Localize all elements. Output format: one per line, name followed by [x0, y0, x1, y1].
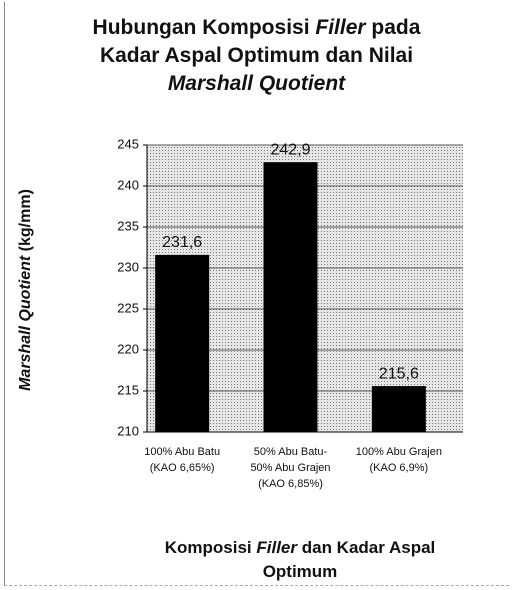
title-part: Filler [315, 16, 366, 39]
y-tick-label: 245 [117, 136, 139, 151]
y-axis-label: Marshall Quotient (kg/mm) [17, 189, 34, 391]
x-label-part: dan Kadar Aspal [301, 538, 436, 557]
bar [371, 386, 426, 432]
title-part: pada [371, 16, 421, 39]
value-label: 215,6 [379, 365, 419, 382]
chart-frame [4, 2, 509, 586]
x-tick-label: 100% Abu Grajen (KAO 6,9%) [355, 446, 442, 474]
chart-title: Hubungan Komposisi Filler pada Kadar Asp… [0, 14, 513, 98]
x-label-part: Optimum [262, 562, 338, 581]
value-label: 231,6 [162, 234, 202, 251]
x-tick-label: 50% Abu Batu- 50% Abu Grajen (KAO 6,85%) [250, 446, 331, 490]
y-tick-label: 220 [117, 341, 139, 356]
y-label-part: (kg/mm) [17, 189, 34, 251]
y-tick-label: 235 [117, 218, 139, 233]
y-label-part: Marshall Quotient [17, 255, 34, 391]
x-axis-label: Komposisi Filler dan Kadar Aspal Optimum [100, 536, 500, 584]
x-label-part: Komposisi [164, 538, 252, 557]
y-tick-label: 230 [117, 259, 139, 274]
y-tick-label: 225 [117, 300, 139, 315]
y-tick-label: 240 [117, 177, 139, 192]
x-label-part: Filler [256, 538, 297, 557]
y-tick-label: 210 [117, 423, 139, 438]
y-tick-label: 215 [117, 382, 139, 397]
bar [155, 254, 210, 432]
x-tick-label: 100% Abu Batu (KAO 6,65%) [144, 446, 221, 474]
bar [263, 162, 318, 432]
value-label: 242,9 [270, 141, 310, 158]
title-part: Marshall Quotient [167, 72, 346, 95]
title-part: Kadar Aspal Optimum dan Nilai [99, 44, 414, 67]
title-part: Hubungan Komposisi [92, 16, 310, 39]
